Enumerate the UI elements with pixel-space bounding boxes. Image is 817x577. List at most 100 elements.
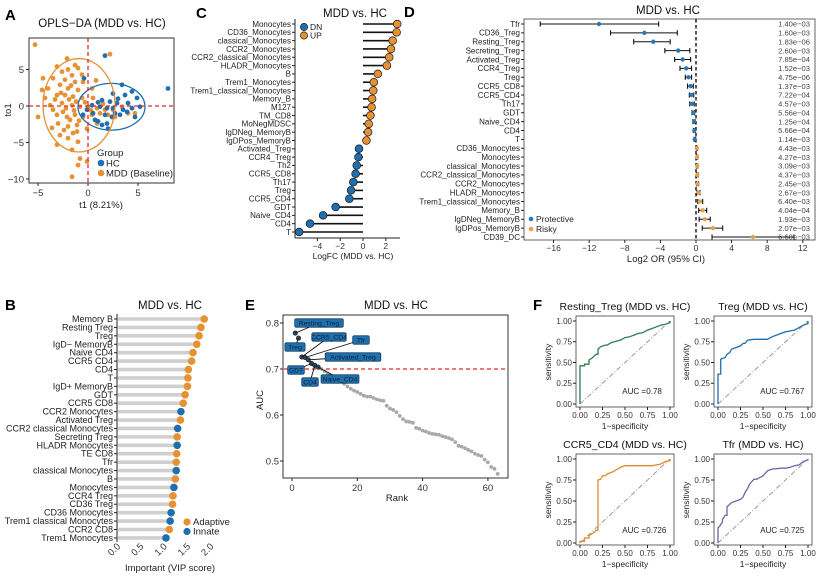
category-label: classical Monocytes bbox=[33, 466, 114, 476]
vip-point-ccr2-monocytes bbox=[177, 407, 185, 416]
x-tick-label: 0.00 bbox=[572, 411, 588, 420]
auc-point bbox=[430, 431, 435, 436]
category-label: IgDPos_MemoryB bbox=[226, 136, 291, 145]
data-points bbox=[32, 42, 171, 180]
auc-point bbox=[463, 446, 467, 451]
x-tick-label: 0.50 bbox=[755, 549, 771, 558]
point-hc bbox=[115, 96, 121, 102]
auc-point bbox=[358, 391, 363, 396]
x-axis-label: Important (VIP score) bbox=[125, 563, 215, 574]
auc-point bbox=[404, 419, 409, 424]
p-value-label: 5.66e−04 bbox=[778, 126, 810, 135]
category-label: Treg bbox=[95, 331, 113, 341]
data-points bbox=[292, 330, 500, 476]
point-mdd-baseline bbox=[77, 156, 83, 161]
confidence-ellipse-mdd-baseline bbox=[42, 57, 116, 153]
roc-curve bbox=[579, 459, 671, 543]
p-value-label: 1.52e−03 bbox=[778, 64, 810, 73]
point-hc bbox=[81, 75, 87, 81]
category-label: CCR2_Monocytes bbox=[226, 45, 291, 54]
p-value-label: 2.45e−03 bbox=[778, 179, 810, 188]
lollipop-point-monocytes bbox=[392, 19, 402, 29]
lollipop-point-m127 bbox=[367, 102, 376, 112]
x-tick-label: −4 bbox=[656, 243, 666, 253]
auc-label: AUC = bbox=[760, 387, 784, 396]
y-axis-label: sensitivity bbox=[681, 481, 691, 519]
x-tick-label: −5 bbox=[33, 188, 44, 199]
y-axis-label: sensitivity bbox=[543, 343, 553, 381]
odds-ratio-point-tfr bbox=[596, 21, 602, 27]
y-tick-label: 1.00 bbox=[694, 455, 710, 464]
vip-point-trem1-classical-monocytes bbox=[166, 517, 174, 525]
p-value-label: 1.60e−03 bbox=[778, 29, 810, 38]
y-tick-label: 0.25 bbox=[694, 518, 710, 527]
x-tick-label: 0.00 bbox=[710, 411, 726, 420]
lollipop-point-hladr-monocytes bbox=[382, 61, 392, 70]
x-tick-label: 0.25 bbox=[733, 549, 749, 558]
category-label: Secreting_Treg bbox=[466, 46, 520, 55]
point-hc bbox=[110, 105, 116, 111]
category-label: Activated_Treg bbox=[237, 145, 291, 154]
legend-marker-up bbox=[300, 31, 308, 40]
lollipop-point-ccr5-cd4 bbox=[345, 194, 354, 203]
legend-label-protective: Protective bbox=[536, 214, 574, 224]
category-label: CCR2_classical_Monocytes bbox=[420, 171, 520, 180]
category-label: Resting Treg bbox=[62, 322, 113, 332]
point-hc bbox=[134, 95, 140, 101]
vip-point-cd36-treg bbox=[168, 500, 177, 509]
point-mdd-baseline bbox=[47, 102, 53, 108]
roc-title: CCR5_CD4 (MDD vs. HC) bbox=[563, 439, 687, 451]
auc-value: 0.725 bbox=[784, 526, 805, 535]
p-value-label: 1.40e−03 bbox=[778, 20, 810, 29]
x-axis-label: 1−specificity bbox=[740, 421, 787, 431]
y-tick-label: 1.00 bbox=[694, 317, 710, 326]
category-label: T bbox=[286, 228, 291, 237]
p-value-label: 4.43e−03 bbox=[778, 144, 810, 153]
legend-marker-dn bbox=[300, 23, 308, 31]
point-mdd-baseline bbox=[76, 118, 82, 123]
label-box-treg bbox=[284, 342, 306, 352]
panel-f-roc-curves: F Resting_Treg (MDD vs. HC)0.000.000.250.… bbox=[533, 297, 816, 569]
lollipop-point-ccr2-classical-monocytes bbox=[384, 53, 394, 62]
auc-point bbox=[479, 454, 484, 458]
point-mdd-baseline bbox=[84, 159, 90, 164]
point-mdd-baseline bbox=[75, 162, 81, 168]
x-tick-label: 8 bbox=[765, 243, 770, 253]
x-axis-label: LogFC (MDD vs. HC) bbox=[313, 251, 394, 261]
point-mdd-baseline bbox=[74, 122, 80, 128]
x-tick-label: 0 bbox=[85, 188, 90, 199]
category-label: CD39_DC bbox=[484, 233, 521, 242]
point-hc bbox=[129, 89, 135, 94]
auc-point bbox=[437, 432, 441, 437]
category-label: Monocytes bbox=[69, 482, 113, 492]
auc-point bbox=[450, 437, 454, 442]
x-tick-label: 4 bbox=[729, 243, 734, 253]
category-label: Treg bbox=[504, 73, 520, 82]
auc-point bbox=[348, 386, 353, 391]
point-mdd-baseline bbox=[70, 130, 76, 136]
auc-point bbox=[410, 420, 415, 425]
category-label: GDT bbox=[94, 390, 114, 400]
panel-label-e: E bbox=[245, 297, 255, 314]
vip-point-treg bbox=[195, 332, 203, 340]
y-tick-label: 1.00 bbox=[556, 317, 572, 326]
p-value-label: 7.22e−04 bbox=[778, 91, 810, 100]
category-label: Naive_CD4 bbox=[479, 117, 520, 126]
p-value-label: 4.27e−03 bbox=[778, 153, 810, 162]
category-label: IgD+ MemoryB bbox=[53, 381, 113, 391]
category-label: GDT bbox=[503, 109, 520, 118]
x-tick-label: 0.75 bbox=[778, 549, 794, 558]
point-hc bbox=[95, 99, 101, 105]
category-label: HLADR_Monocytes bbox=[221, 61, 291, 70]
x-axis-label: 1−specificity bbox=[602, 421, 649, 431]
point-hc bbox=[129, 105, 135, 111]
x-tick-label: 5 bbox=[135, 188, 140, 199]
y-tick-label: 0.00 bbox=[556, 400, 572, 409]
point-mdd-baseline bbox=[65, 124, 71, 129]
y-axis-label: AUC bbox=[255, 390, 266, 410]
legend-label-adaptive: Adaptive bbox=[193, 517, 230, 528]
roc-title: Resting_Treg (MDD vs. HC) bbox=[560, 301, 691, 313]
auc-label: AUC = bbox=[622, 387, 646, 396]
point-mdd-baseline bbox=[59, 69, 65, 75]
